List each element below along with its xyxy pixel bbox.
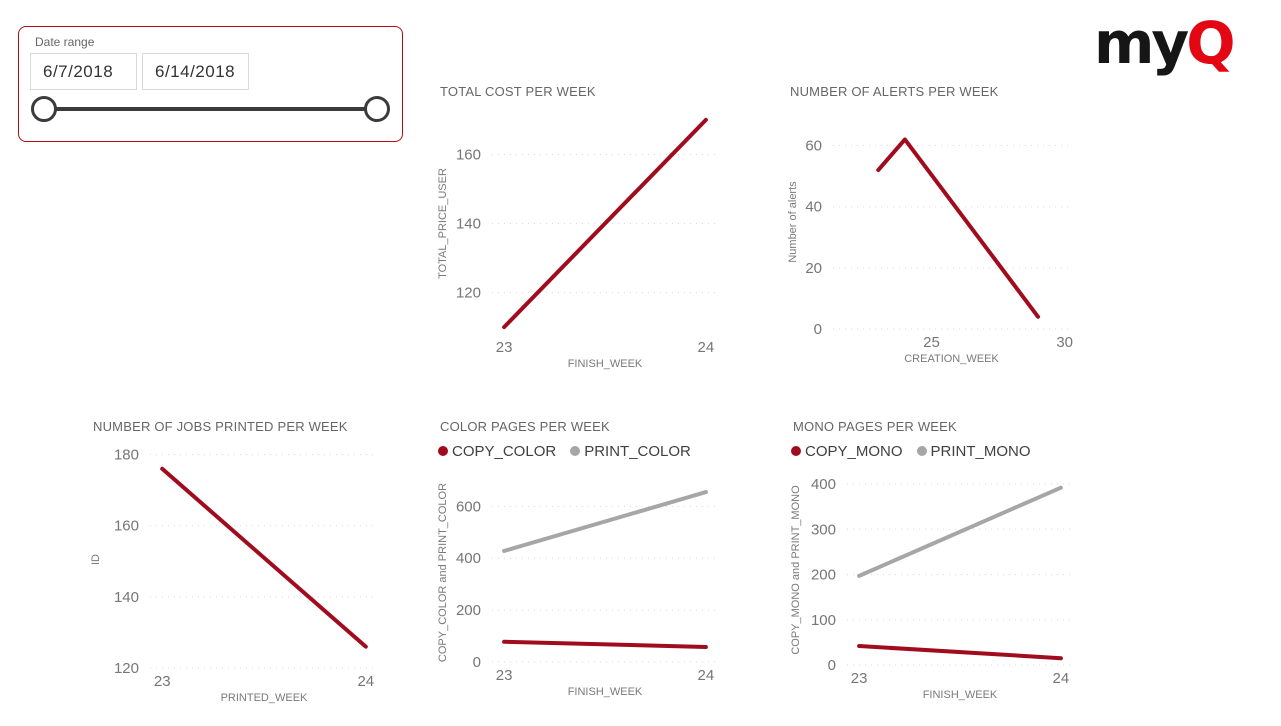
slider-handle-start[interactable] (31, 96, 57, 122)
legend-dot-icon (791, 446, 801, 456)
chart-title: TOTAL COST PER WEEK (440, 84, 596, 99)
x-tick-label: 24 (698, 667, 715, 684)
x-tick-label: 24 (357, 673, 374, 690)
x-tick-label: 23 (496, 667, 513, 684)
logo-text-my: my (1094, 9, 1189, 77)
y-tick-label: 160 (114, 518, 139, 535)
slider-handle-end[interactable] (364, 96, 390, 122)
chart-legend: COPY_COLOR PRINT_COLOR (432, 435, 740, 467)
legend-dot-icon (570, 446, 581, 456)
series-line-print_color[interactable] (502, 490, 708, 553)
legend-item-print_mono[interactable]: PRINT_MONO (916, 442, 1031, 460)
chart-legend: COPY_MONO PRINT_MONO (785, 435, 1093, 467)
series-line-copy_color[interactable] (502, 639, 708, 649)
y-axis-title: COPY_MONO and PRINT_MONO (790, 485, 802, 655)
y-tick-label: 180 (114, 447, 139, 464)
y-tick-label: 400 (811, 476, 836, 493)
start-date-input[interactable] (30, 53, 137, 90)
x-tick-label: 23 (154, 673, 171, 690)
legend-label: PRINT_MONO (930, 442, 1031, 460)
series-line-id[interactable] (160, 466, 368, 649)
y-tick-label: 0 (828, 657, 836, 674)
y-axis-title: Number of alerts (787, 181, 799, 263)
x-tick-label: 24 (698, 339, 715, 356)
y-axis-title: ID (90, 554, 102, 565)
x-tick-label: 24 (1053, 670, 1070, 687)
series-line-print_mono[interactable] (857, 485, 1063, 578)
y-tick-label: 600 (456, 498, 481, 515)
y-tick-label: 100 (811, 612, 836, 629)
series-line-number of alerts[interactable] (876, 137, 1041, 319)
y-tick-label: 20 (805, 260, 822, 277)
chart-color-pages-per-week: COLOR PAGES PER WEEK COPY_COLOR PRINT_COL… (432, 415, 740, 715)
legend-label: COPY_COLOR (452, 442, 557, 460)
myq-logo: myQ (1094, 14, 1236, 72)
total-cost-line-plot: 120 140 160 23 24 FINISH_WEEK TOTAL_PRICE_USER (437, 117, 718, 370)
legend-dot-icon (916, 446, 927, 456)
legend-item-print_color[interactable]: PRINT_COLOR (570, 443, 691, 460)
y-axis-title: COPY_COLOR and PRINT_COLOR (437, 483, 449, 662)
y-tick-label: 60 (805, 138, 822, 155)
slider-track[interactable] (44, 107, 375, 111)
chart-title: NUMBER OF JOBS PRINTED PER WEEK (93, 419, 348, 434)
legend-item-copy_color[interactable]: COPY_COLOR (438, 443, 556, 460)
alerts-line-plot: 0 20 40 60 25 30 CREATION_WEEK Number of alerts (787, 137, 1073, 365)
jobs-printed-line-plot: 120 140 160 180 23 24 PRINTED_WEEK ID (90, 447, 378, 704)
chart-title: MONO PAGES PER WEEK (793, 419, 957, 434)
y-tick-label: 140 (114, 589, 139, 606)
series-line-copy_mono[interactable] (857, 644, 1063, 661)
y-tick-label: 120 (114, 660, 139, 677)
y-tick-label: 40 (805, 199, 822, 216)
y-axis-title: TOTAL_PRICE_USER (437, 168, 449, 279)
y-tick-label: 400 (456, 550, 481, 567)
x-axis-title: PRINTED_WEEK (221, 692, 308, 704)
date-range-slider[interactable] (19, 95, 402, 123)
y-tick-label: 140 (456, 216, 481, 233)
x-axis-title: FINISH_WEEK (568, 686, 643, 698)
y-tick-label: 200 (811, 567, 836, 584)
chart-title: NUMBER OF ALERTS PER WEEK (790, 84, 999, 99)
y-tick-label: 0 (814, 321, 822, 338)
date-range-slicer: Date range (18, 26, 403, 142)
logo-text-q: Q (1186, 9, 1235, 77)
chart-title: COLOR PAGES PER WEEK (440, 419, 610, 434)
legend-label: COPY_MONO (805, 442, 903, 460)
x-tick-label: 30 (1056, 334, 1073, 351)
x-tick-label: 23 (851, 670, 868, 687)
y-tick-label: 200 (456, 602, 481, 619)
y-tick-label: 160 (456, 146, 481, 163)
end-date-input[interactable] (142, 53, 249, 90)
x-tick-label: 25 (923, 334, 940, 351)
chart-number-of-jobs-printed-per-week: NUMBER OF JOBS PRINTED PER WEEK 120 140 16… (85, 415, 405, 715)
legend-dot-icon (438, 446, 448, 456)
slicer-label: Date range (35, 35, 95, 49)
mono-pages-line-plot: 0 100 200 300 400 23 24 FINISH_WEEK COPY_MONO an… (790, 476, 1073, 701)
color-pages-line-plot: 0 200 400 600 23 24 FINISH_WEEK COPY_COLOR and … (437, 483, 718, 698)
y-tick-label: 120 (456, 285, 481, 302)
legend-item-copy_mono[interactable]: COPY_MONO (791, 443, 903, 460)
y-tick-label: 0 (473, 654, 481, 671)
x-axis-title: FINISH_WEEK (923, 689, 998, 701)
y-tick-label: 300 (811, 521, 836, 538)
chart-mono-pages-per-week: MONO PAGES PER WEEK COPY_MONO PRINT_MONO … (785, 415, 1093, 715)
legend-label: PRINT_COLOR (584, 442, 691, 460)
x-axis-title: FINISH_WEEK (568, 358, 643, 370)
series-line-total_price_user[interactable] (502, 117, 708, 330)
x-tick-label: 23 (496, 339, 513, 356)
x-axis-title: CREATION_WEEK (904, 353, 999, 365)
chart-number-of-alerts-per-week: NUMBER OF ALERTS PER WEEK 0 20 40 60 25 30 CRE… (782, 80, 1090, 380)
chart-total-cost-per-week: TOTAL COST PER WEEK 120 140 160 23 24 FINISH_… (432, 80, 740, 380)
